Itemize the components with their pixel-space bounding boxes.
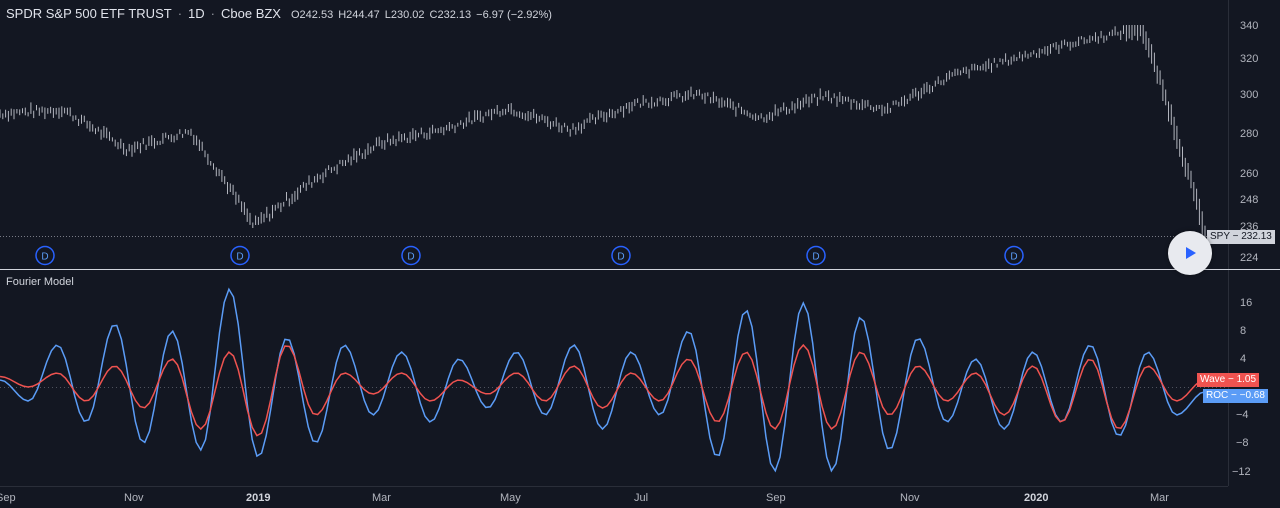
svg-text:D: D — [617, 252, 624, 263]
dividend-marker[interactable]: D — [401, 245, 421, 266]
price-tick: 224 — [1240, 252, 1258, 264]
play-button[interactable] — [1168, 231, 1212, 275]
ohlc-change: −6.97 (−2.92%) — [476, 9, 552, 21]
indicator-tick: 16 — [1240, 297, 1252, 309]
price-tick: 280 — [1240, 128, 1258, 140]
dividend-markers[interactable]: D D D D D D — [35, 245, 1024, 266]
time-tick: 2020 — [1024, 492, 1048, 504]
symbol-legend[interactable]: SPDR S&P 500 ETF TRUST · 1D · Cboe BZX O… — [6, 6, 552, 21]
wave-line — [0, 343, 1206, 437]
dividend-marker[interactable]: D — [806, 245, 826, 266]
time-tick: Sep — [766, 492, 786, 504]
time-tick: Mar — [372, 492, 391, 504]
price-tick: 248 — [1240, 194, 1258, 206]
time-axis: Sep Nov 2019 Mar May Jul Sep Nov 2020 Ma… — [0, 492, 1169, 504]
dividend-marker[interactable]: D — [230, 245, 250, 266]
last-price-badge: SPY − 232.13 — [1207, 230, 1275, 244]
dividend-marker[interactable]: D — [1004, 245, 1024, 266]
price-series — [0, 25, 1206, 253]
ohlc-low: L230.02 — [384, 9, 425, 21]
indicator-title[interactable]: Fourier Model — [6, 276, 74, 288]
time-tick: 2019 — [246, 492, 270, 504]
time-tick: Nov — [900, 492, 920, 504]
indicator-axis: 16 12 8 4 −4 −8 −12 — [1232, 297, 1252, 478]
roc-line — [0, 287, 1206, 473]
interval: 1D — [188, 6, 205, 21]
indicator-series — [0, 287, 1206, 473]
svg-text:D: D — [407, 252, 414, 263]
svg-text:D: D — [1010, 252, 1017, 263]
roc-value-badge: ROC − −0.68 — [1203, 389, 1268, 403]
time-tick: Mar — [1150, 492, 1169, 504]
wave-value-badge: Wave − 1.05 — [1197, 373, 1260, 387]
price-axis: 340 320 300 280 260 248 236 224 — [1240, 20, 1258, 264]
time-tick: Jul — [634, 492, 648, 504]
time-tick: May — [500, 492, 521, 504]
indicator-tick: 8 — [1240, 325, 1246, 337]
dividend-marker[interactable]: D — [611, 245, 631, 266]
svg-text:D: D — [236, 252, 243, 263]
svg-text:D: D — [41, 252, 48, 263]
price-tick: 340 — [1240, 20, 1258, 32]
symbol-name: SPDR S&P 500 ETF TRUST — [6, 6, 172, 21]
play-icon — [1186, 247, 1196, 259]
indicator-tick: −12 — [1232, 466, 1251, 478]
time-tick: Sep — [0, 492, 16, 504]
indicator-tick: −4 — [1236, 409, 1249, 421]
price-tick: 260 — [1240, 168, 1258, 180]
price-tick: 320 — [1240, 53, 1258, 65]
ohlc-open: O242.53 — [290, 9, 334, 21]
dividend-marker[interactable]: D — [35, 245, 55, 266]
time-tick: Nov — [124, 492, 144, 504]
price-tick: 300 — [1240, 89, 1258, 101]
indicator-tick: 4 — [1240, 353, 1246, 365]
ohlc-close: C232.13 — [429, 9, 472, 21]
indicator-tick: −8 — [1236, 437, 1249, 449]
exchange: Cboe BZX — [221, 6, 281, 21]
svg-text:D: D — [812, 252, 819, 263]
ohlc-high: H244.47 — [338, 9, 380, 21]
